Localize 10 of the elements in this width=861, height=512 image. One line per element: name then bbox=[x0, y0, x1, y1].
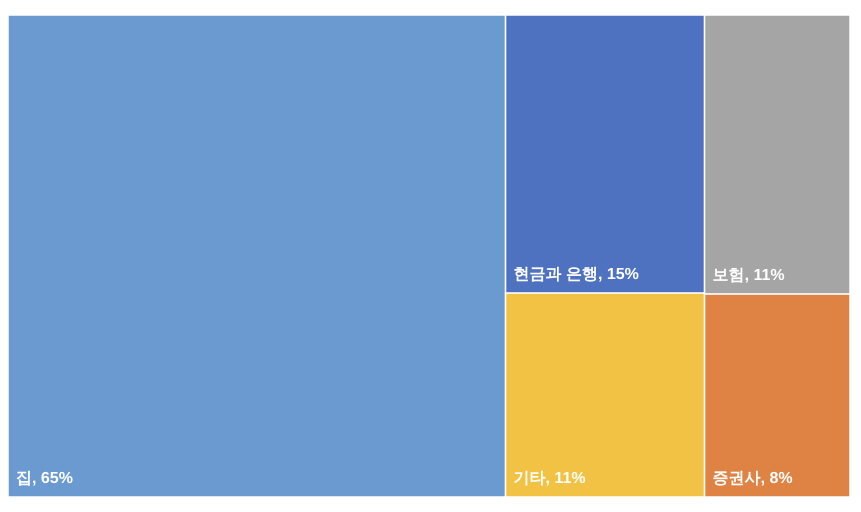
category: 현금과 은행 bbox=[514, 266, 598, 284]
category: 증권사 bbox=[712, 470, 761, 487]
value: , 15% bbox=[598, 266, 639, 284]
category: 집 bbox=[16, 470, 32, 487]
value: , 65% bbox=[32, 470, 73, 487]
value: , 11% bbox=[546, 470, 586, 487]
category: 보험 bbox=[712, 267, 745, 284]
value: , 11% bbox=[744, 267, 785, 284]
category: 기타 bbox=[514, 470, 546, 487]
value: , 8% bbox=[760, 470, 793, 487]
